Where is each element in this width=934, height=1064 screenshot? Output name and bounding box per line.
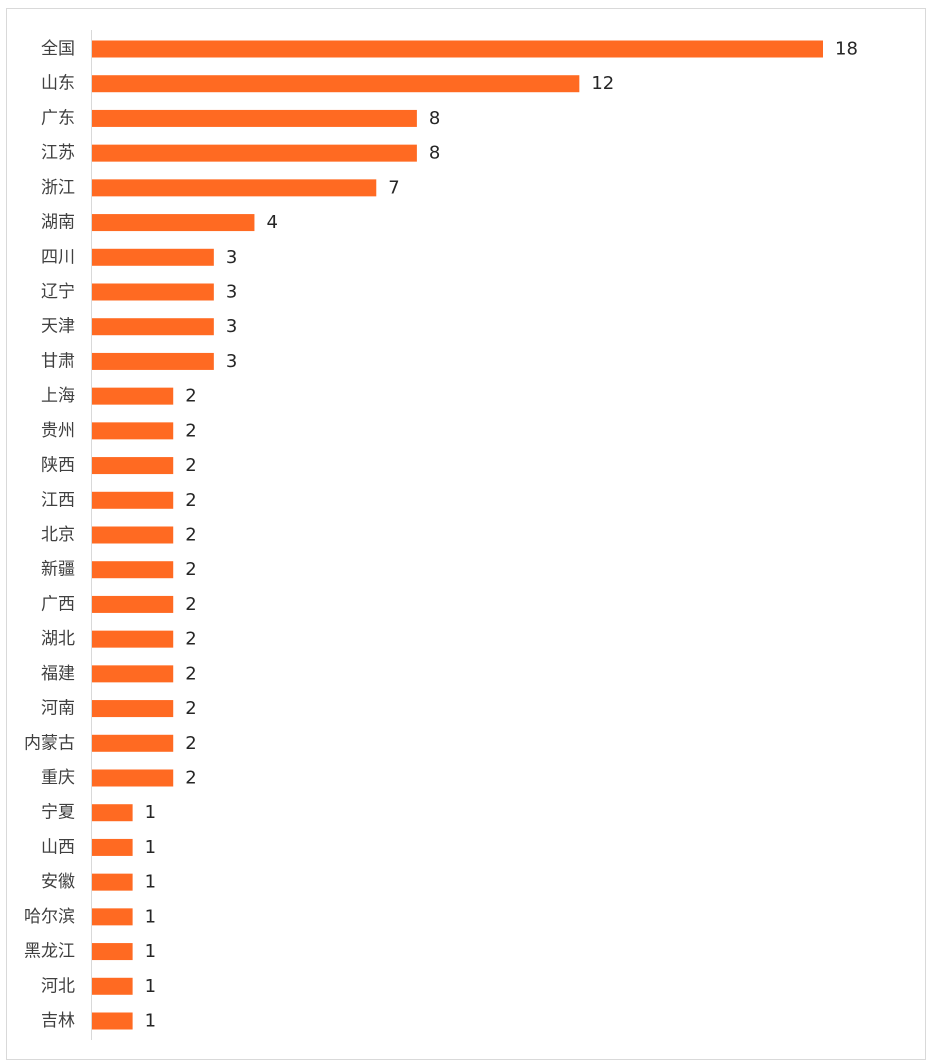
data-label: 8 bbox=[429, 108, 440, 129]
category-tick-label: 黑龙江 bbox=[24, 942, 75, 962]
bar bbox=[92, 422, 174, 440]
data-label: 1 bbox=[145, 837, 156, 858]
category-tick-label: 全国 bbox=[41, 39, 75, 59]
category-tick-label: 湖北 bbox=[41, 629, 75, 649]
value-labels-group: 18 12 8 8 7 4 3 3 3 3 2 2 2 2 2 2 2 2 2 2 2 2 1 1 1 1 1 1 1 bbox=[145, 39, 858, 1032]
category-tick-label: 浙江 bbox=[41, 178, 75, 198]
bar bbox=[92, 873, 133, 891]
bar bbox=[92, 734, 174, 752]
bar bbox=[92, 630, 174, 648]
bar bbox=[92, 248, 214, 266]
bar bbox=[92, 908, 133, 926]
data-label: 2 bbox=[185, 698, 196, 719]
bar bbox=[92, 387, 174, 405]
data-label: 2 bbox=[185, 420, 196, 441]
category-tick-label: 哈尔滨 bbox=[24, 907, 75, 927]
bar bbox=[92, 75, 580, 93]
category-tick-label: 河北 bbox=[41, 976, 75, 996]
category-tick-label: 江苏 bbox=[41, 143, 75, 163]
category-tick-label: 天津 bbox=[41, 317, 75, 337]
category-tick-label: 北京 bbox=[41, 525, 75, 545]
data-label: 1 bbox=[145, 941, 156, 962]
category-tick-label: 贵州 bbox=[41, 421, 75, 441]
data-label: 2 bbox=[185, 386, 196, 407]
category-tick-label: 河南 bbox=[41, 699, 75, 719]
category-tick-label: 山西 bbox=[41, 837, 75, 857]
data-label: 1 bbox=[145, 976, 156, 997]
bar bbox=[92, 40, 823, 58]
data-label: 3 bbox=[226, 316, 237, 337]
bar bbox=[92, 804, 133, 822]
data-label: 2 bbox=[185, 490, 196, 511]
data-label: 7 bbox=[388, 177, 399, 198]
data-label: 2 bbox=[185, 768, 196, 789]
data-label: 3 bbox=[226, 247, 237, 268]
bar bbox=[92, 318, 214, 336]
bar bbox=[92, 144, 417, 162]
bars-group bbox=[92, 40, 823, 1030]
data-label: 18 bbox=[835, 39, 858, 60]
category-tick-label: 新疆 bbox=[41, 560, 75, 580]
bar bbox=[92, 491, 174, 509]
category-tick-label: 辽宁 bbox=[41, 282, 75, 302]
category-tick-label: 内蒙古 bbox=[24, 733, 75, 753]
data-label: 2 bbox=[185, 525, 196, 546]
bar bbox=[92, 352, 214, 370]
category-tick-label: 福建 bbox=[41, 664, 75, 684]
category-tick-label: 山东 bbox=[41, 74, 75, 94]
category-labels-group: 全国山东广东江苏浙江湖南四川辽宁天津甘肃上海贵州陕西江西北京新疆广西湖北福建河南… bbox=[24, 39, 75, 1031]
bar bbox=[92, 1012, 133, 1030]
category-tick-label: 湖南 bbox=[41, 213, 75, 233]
data-label: 1 bbox=[145, 802, 156, 823]
category-tick-label: 吉林 bbox=[41, 1011, 75, 1031]
category-tick-label: 广西 bbox=[41, 594, 75, 614]
bar bbox=[92, 561, 174, 579]
data-label: 1 bbox=[145, 1011, 156, 1032]
bar bbox=[92, 457, 174, 475]
category-tick-label: 宁夏 bbox=[41, 803, 75, 823]
bar bbox=[92, 595, 174, 613]
category-tick-label: 陕西 bbox=[41, 456, 75, 476]
bar bbox=[92, 943, 133, 961]
category-tick-label: 四川 bbox=[41, 247, 75, 267]
bar bbox=[92, 665, 174, 683]
data-label: 1 bbox=[145, 872, 156, 893]
data-label: 3 bbox=[226, 351, 237, 372]
data-label: 2 bbox=[185, 733, 196, 754]
category-tick-label: 上海 bbox=[41, 386, 75, 406]
category-tick-label: 重庆 bbox=[41, 768, 75, 788]
bar bbox=[92, 526, 174, 544]
data-label: 8 bbox=[429, 143, 440, 164]
category-tick-label: 安徽 bbox=[41, 872, 75, 892]
bar bbox=[92, 700, 174, 718]
bar bbox=[92, 977, 133, 995]
category-tick-label: 广东 bbox=[41, 108, 75, 128]
category-tick-label: 甘肃 bbox=[41, 351, 75, 371]
bar bbox=[92, 769, 174, 787]
data-label: 2 bbox=[185, 559, 196, 580]
data-label: 3 bbox=[226, 282, 237, 303]
bar bbox=[92, 283, 214, 301]
data-label: 2 bbox=[185, 594, 196, 615]
category-tick-label: 江西 bbox=[41, 490, 75, 510]
data-label: 2 bbox=[185, 663, 196, 684]
data-label: 4 bbox=[266, 212, 277, 233]
data-label: 2 bbox=[185, 629, 196, 650]
bar bbox=[92, 179, 377, 197]
bar bbox=[92, 109, 417, 127]
data-label: 2 bbox=[185, 455, 196, 476]
data-label: 1 bbox=[145, 906, 156, 927]
bar bbox=[92, 214, 255, 232]
bar bbox=[92, 838, 133, 856]
data-label: 12 bbox=[591, 73, 614, 94]
